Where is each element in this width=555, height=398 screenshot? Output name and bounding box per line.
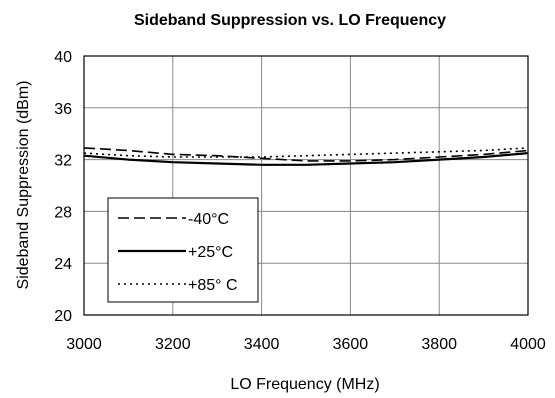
chart-title: Sideband Suppression vs. LO Frequency [134,12,446,29]
series-line-1 [83,147,529,162]
y-tick-label: 24 [54,256,72,273]
legend: -40°C +25°C +85° C [107,197,259,303]
y-tick-label: 20 [54,308,72,325]
x-tick-label: 3800 [421,336,457,353]
y-tick-label: 40 [54,49,72,66]
y-axis-label: Sideband Suppression (dBm) [15,80,32,289]
x-tick-label: 3400 [244,336,280,353]
x-tick-label: 3600 [333,336,369,353]
x-axis-label: LO Frequency (MHz) [230,376,379,393]
legend-label-3: +85° C [188,277,238,294]
legend-label-1: -40°C [188,211,229,228]
x-tick-label: 3000 [66,336,102,353]
y-tick-label: 36 [54,101,72,118]
x-tick-label: 3200 [155,336,191,353]
y-tick-label: 32 [54,153,72,170]
x-tick-labels: 3000 3200 3400 3600 3800 4000 [66,336,546,353]
y-tick-label: 28 [54,204,72,221]
series-line-2 [83,152,529,166]
series-layer [83,147,529,166]
plot-frame [83,55,529,316]
x-tick-label: 4000 [510,336,546,353]
y-tick-labels: 20 24 28 32 36 40 [54,49,72,325]
series-line-3 [83,147,529,158]
legend-label-2: +25°C [188,244,233,261]
